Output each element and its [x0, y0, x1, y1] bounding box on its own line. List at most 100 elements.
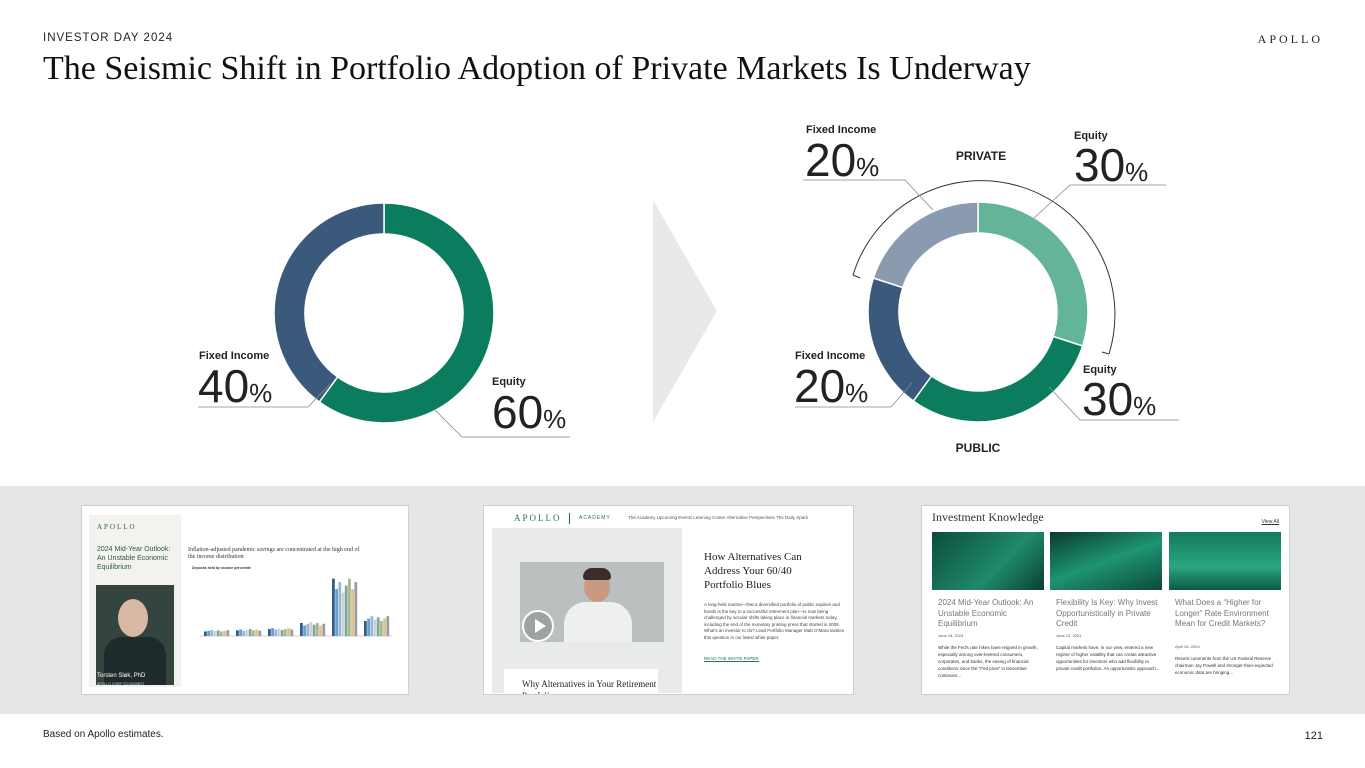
mini-bar	[252, 630, 255, 636]
mini-bar	[248, 629, 252, 636]
mini-bar	[223, 630, 226, 636]
page-number: 121	[1304, 730, 1323, 742]
mini-bar	[242, 630, 246, 636]
mini-bar	[344, 585, 348, 636]
mini-bar	[309, 622, 313, 636]
knowledge-card[interactable]: Flexibility Is Key: Why Invest Opportuni…	[1050, 532, 1162, 692]
academy-headline: How Alternatives Can Address Your 60/40 …	[704, 551, 802, 591]
outlook-thumbnail[interactable]: APOLLO 2024 Mid-Year Outlook: An Unstabl…	[81, 505, 409, 695]
value-private-equity: 30%	[1074, 139, 1148, 191]
economist-role: APOLLO CHIEF ECONOMIST	[97, 682, 145, 686]
slice-private-fixed-income	[872, 201, 979, 289]
label-private-fixed-income: Fixed Income	[806, 124, 876, 136]
video-caption: Why Alternatives in Your Retirement Port…	[522, 679, 657, 694]
apollo-logo: APOLLO	[1257, 32, 1323, 46]
mini-bar	[268, 629, 271, 636]
allocation-charts: Fixed Income 40% Equity 60% PRIVATE PUBL…	[198, 124, 1179, 455]
mini-bar	[312, 624, 316, 636]
knowledge-card[interactable]: What Does a “Higher for Longer” Rate Env…	[1169, 532, 1281, 692]
mini-bar	[351, 589, 354, 636]
mini-bar	[348, 578, 351, 636]
group-label-public: PUBLIC	[956, 441, 1001, 455]
header-kicker: INVESTOR DAY 2024	[43, 32, 174, 44]
academy-nav[interactable]: The Academy Upcoming Events Learning Cen…	[628, 515, 809, 520]
current-allocation-donut	[273, 202, 495, 424]
video-caption-box: Why Alternatives in Your Retirement Port…	[504, 669, 658, 694]
mini-bar	[364, 621, 367, 636]
mini-bar	[376, 617, 380, 636]
outlook-cover: APOLLO 2024 Mid-Year Outlook: An Unstabl…	[89, 515, 181, 687]
leader-line-public-fi	[795, 382, 913, 408]
mini-bar	[341, 592, 345, 636]
play-icon[interactable]	[522, 610, 554, 642]
slice-public-fixed-income	[867, 277, 933, 403]
savings-mini-chart	[200, 578, 392, 637]
mini-bar	[239, 629, 242, 636]
leader-line-private-fi	[803, 179, 934, 211]
mini-bar	[245, 629, 249, 636]
mini-bar	[271, 628, 274, 636]
mini-bar	[216, 630, 220, 636]
knowledge-thumbnail[interactable]: Investment Knowledge View All 2024 Mid-Y…	[921, 505, 1290, 695]
economist-photo	[96, 585, 174, 685]
mini-bar	[220, 631, 223, 636]
mini-bar	[210, 630, 214, 636]
savings-chart-title: Inflation-adjusted pandemic savings are …	[188, 547, 360, 560]
mini-bar	[354, 582, 358, 636]
card-title: 2024 Mid-Year Outlook: An Unstable Econo…	[938, 598, 1034, 628]
academy-thumbnail[interactable]: APOLLO ACADEMY The Academy Upcoming Even…	[483, 505, 854, 695]
mini-bar	[303, 625, 306, 636]
mini-bar	[338, 582, 342, 636]
group-label-private: PRIVATE	[956, 149, 1006, 163]
academy-body: A long-held mantra—that a diversified po…	[704, 602, 844, 640]
academy-logo: APOLLO	[514, 513, 562, 523]
value-fixed-income-1: 40%	[198, 360, 272, 412]
slice-fixed-income	[273, 202, 385, 404]
mini-bar	[226, 630, 230, 636]
card-date: June 12, 2024	[1056, 633, 1082, 638]
mini-bar	[207, 630, 210, 636]
read-white-paper-link[interactable]: READ THE WHITE PAPER	[704, 656, 759, 662]
mini-bar	[306, 623, 310, 636]
mini-bar	[386, 616, 390, 636]
mini-bar	[335, 589, 338, 636]
card-date: April 26, 2024	[1175, 644, 1200, 649]
mini-bar	[316, 622, 319, 636]
private-bracket-end-right	[1101, 351, 1110, 355]
video-panel: Why Alternatives in Your Retirement Port…	[492, 528, 682, 694]
mini-bar	[380, 621, 383, 636]
outlook-title: 2024 Mid-Year Outlook: An Unstable Econo…	[97, 546, 171, 571]
mini-bar	[373, 619, 377, 636]
video-still[interactable]	[520, 562, 664, 642]
mini-bar	[284, 629, 287, 636]
card-title: What Does a “Higher for Longer” Rate Env…	[1175, 598, 1269, 628]
card-date: June 18, 2024	[938, 633, 964, 638]
leader-line-fixed-income-1	[198, 383, 331, 408]
page-title: The Seismic Shift in Portfolio Adoption …	[43, 50, 1031, 87]
leader-line-equity-1	[434, 409, 570, 438]
value-public-equity: 30%	[1082, 373, 1156, 425]
leader-line-public-eq	[1048, 386, 1179, 421]
view-all-link[interactable]: View All	[1261, 519, 1279, 525]
mini-bar	[236, 630, 239, 636]
private-bracket-end-left	[852, 274, 861, 279]
card-body: Capital markets have, in our view, enter…	[1056, 645, 1160, 671]
outlook-logo: APOLLO	[97, 523, 137, 531]
card-body: Recent comments from the US Federal Rese…	[1175, 656, 1273, 675]
knowledge-card[interactable]: 2024 Mid-Year Outlook: An Unstable Econo…	[932, 532, 1044, 692]
shift-arrow	[653, 200, 717, 422]
leader-line-private-eq	[1033, 184, 1166, 219]
label-fixed-income-1: Fixed Income	[199, 350, 269, 362]
future-allocation-donut	[867, 201, 1089, 423]
mini-bar	[204, 631, 207, 636]
label-equity-1: Equity	[492, 376, 526, 388]
card-title: Flexibility Is Key: Why Invest Opportuni…	[1056, 598, 1158, 628]
mini-bar	[370, 616, 374, 636]
academy-wordmark: ACADEMY	[579, 515, 611, 521]
card-image	[1169, 532, 1281, 590]
value-public-fixed-income: 20%	[794, 360, 868, 412]
label-public-fixed-income: Fixed Income	[795, 350, 865, 362]
mini-bar	[274, 629, 278, 636]
mini-bar	[277, 628, 281, 636]
value-private-fixed-income: 20%	[805, 134, 879, 186]
